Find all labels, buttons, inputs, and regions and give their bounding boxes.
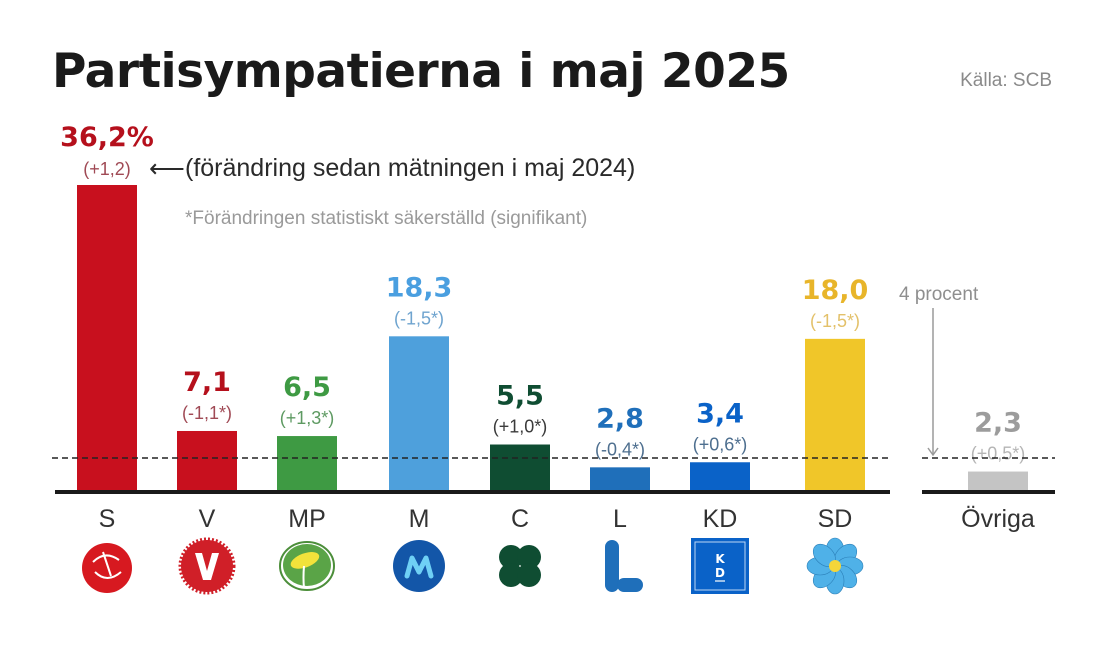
value-label: 18,0 — [802, 275, 869, 306]
change-label: (+0,5*) — [971, 444, 1026, 464]
rose-icon — [82, 543, 132, 593]
category-label: Övriga — [961, 505, 1035, 533]
category-label: MP — [288, 505, 326, 533]
value-label: 18,3 — [386, 272, 453, 303]
m-logo-icon — [393, 540, 445, 592]
category-label: S — [99, 505, 116, 533]
change-label: (-1,5*) — [394, 308, 444, 328]
category-label: L — [613, 505, 627, 533]
bar-l — [590, 467, 650, 491]
baseline-other — [922, 490, 1055, 494]
baseline-main — [55, 490, 890, 494]
kd-logo-icon: KD — [691, 538, 749, 594]
category-label: C — [511, 505, 529, 533]
change-label: (+1,3*) — [280, 408, 335, 428]
value-label: 6,5 — [283, 372, 331, 403]
value-label: 7,1 — [183, 367, 231, 398]
dandelion-icon — [279, 541, 335, 591]
value-label: 2,8 — [596, 403, 644, 434]
category-label: M — [409, 505, 430, 533]
value-label: 5,5 — [496, 381, 544, 412]
source-label: Källa: SCB — [960, 70, 1052, 91]
chart-title: Partisympatierna i maj 2025 — [52, 44, 790, 99]
bar-s — [77, 185, 137, 491]
value-label: 3,4 — [696, 398, 744, 429]
significance-note: *Förändringen statistiskt säkerställd (s… — [185, 208, 588, 229]
svg-text:K: K — [715, 552, 725, 566]
threshold-label: 4 procent — [899, 284, 979, 305]
change-label: (+1,0*) — [493, 417, 548, 437]
change-label: (-0,4*) — [595, 439, 645, 459]
bar-v — [177, 430, 237, 491]
bar-c — [490, 444, 550, 491]
bar-sd — [805, 338, 865, 491]
category-label: KD — [703, 505, 738, 533]
left-arrow-icon: ⟵ — [149, 155, 185, 183]
svg-text:D: D — [715, 566, 725, 580]
clover-icon — [499, 545, 541, 587]
change-label: (+1,2) — [83, 159, 131, 179]
threshold-arrow-head-icon — [927, 447, 939, 457]
v-logo-icon — [178, 537, 236, 595]
change-note: ⟵ (förändring sedan mätningen i maj 2024… — [149, 154, 636, 183]
change-note-text: (förändring sedan mätningen i maj 2024) — [185, 154, 636, 182]
value-label: 2,3 — [974, 408, 1022, 439]
anemone-icon — [806, 537, 864, 595]
change-label: (+0,6*) — [693, 434, 748, 454]
l-logo-icon — [605, 540, 643, 592]
bar-övriga — [968, 471, 1028, 491]
bar-kd — [690, 462, 750, 491]
category-label: SD — [818, 505, 853, 533]
bar-mp — [277, 436, 337, 491]
value-label: 36,2% — [60, 122, 154, 153]
category-label: V — [199, 505, 216, 533]
change-label: (-1,1*) — [182, 403, 232, 423]
change-label: (-1,5*) — [810, 311, 860, 331]
bar-m — [389, 336, 449, 491]
